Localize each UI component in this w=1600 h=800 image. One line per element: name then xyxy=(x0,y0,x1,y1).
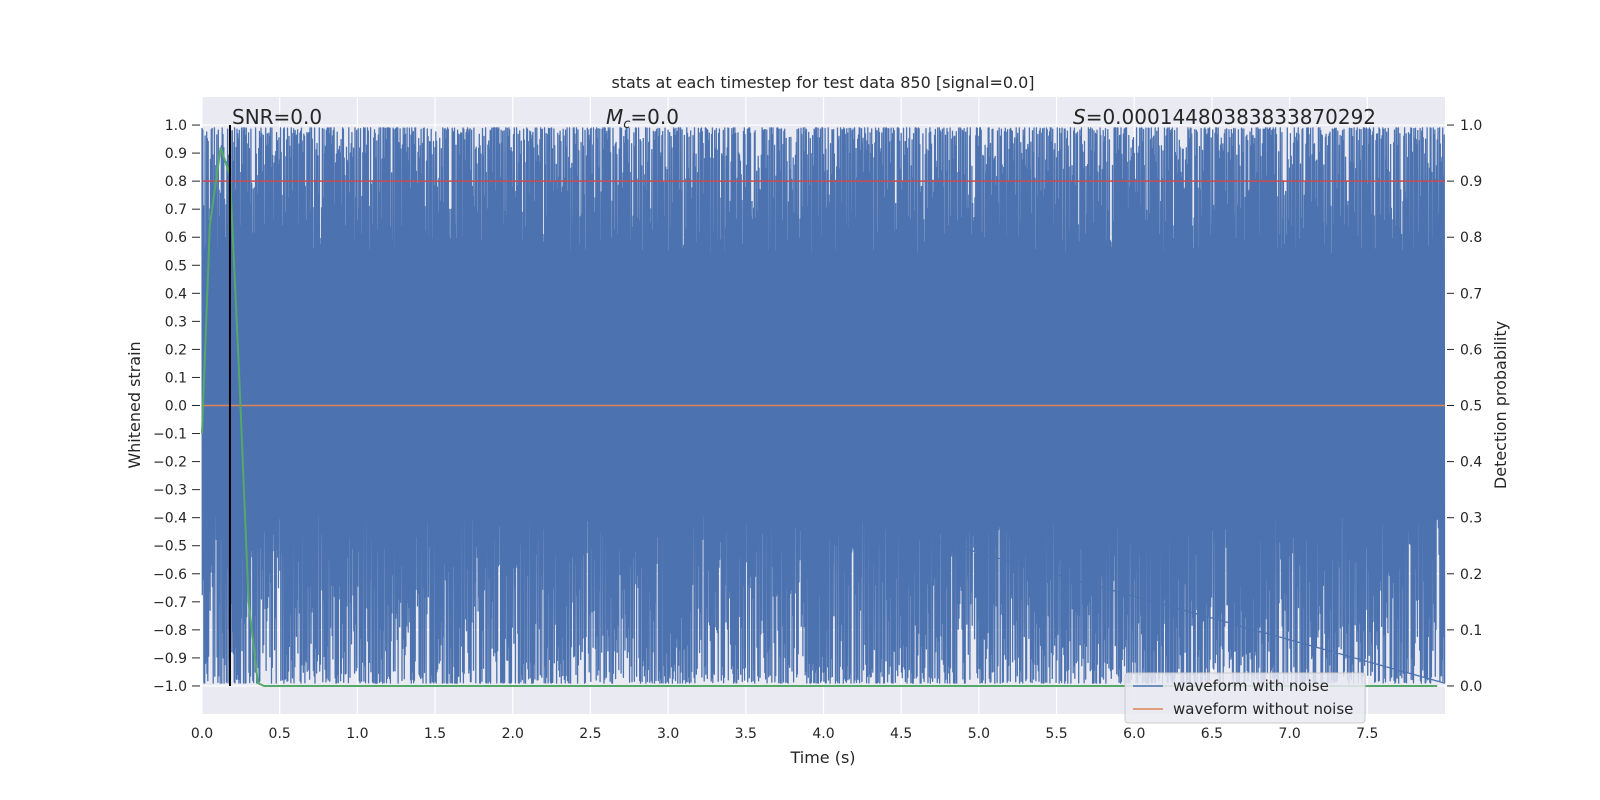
s-symbol: S xyxy=(1073,105,1086,129)
x-tick-label: 3.0 xyxy=(657,726,679,742)
x-tick-label: 5.5 xyxy=(1045,726,1067,742)
y2-tick-label: 1.0 xyxy=(1460,118,1482,134)
probability-series xyxy=(201,147,1438,687)
chirp-mass-value: =0.0 xyxy=(630,105,679,129)
x-tick-label: 2.5 xyxy=(579,726,601,742)
y2-tick-label: 0.8 xyxy=(1460,230,1482,246)
y-tick-label: 0.6 xyxy=(165,230,187,246)
y-axis-label: Whitened strain xyxy=(125,341,144,468)
noisy-waveform-line xyxy=(201,127,1446,684)
y-tick-label: 0.3 xyxy=(165,314,187,330)
x-tick-label: 6.5 xyxy=(1201,726,1223,742)
y-tick-label: 0.7 xyxy=(165,202,187,218)
y2-tick-label: 0.7 xyxy=(1460,286,1482,302)
chart-title: stats at each timestep for test data 850… xyxy=(611,73,1034,92)
y-tick-label: 0.4 xyxy=(165,286,187,302)
chirp-mass-subscript: c xyxy=(623,117,630,132)
y2-tick-label: 0.3 xyxy=(1460,511,1482,527)
snr-annotation: SNR=0.0 xyxy=(232,105,322,129)
y-tick-label: 0.8 xyxy=(165,174,187,190)
x-tick-label: 6.0 xyxy=(1123,726,1145,742)
y2-tick-label: 0.4 xyxy=(1460,455,1482,471)
legend: waveform with noise waveform without noi… xyxy=(1124,672,1366,724)
x-tick-label: 3.5 xyxy=(735,726,757,742)
y-tick-label: 0.9 xyxy=(165,146,187,162)
y2-tick-label: 0.2 xyxy=(1460,567,1482,583)
chirp-mass-annotation: Mc=0.0 xyxy=(606,105,679,132)
y2-tick-label: 0.5 xyxy=(1460,399,1482,415)
y-tick-label: −0.3 xyxy=(153,483,187,499)
y2-tick-label: 0.0 xyxy=(1460,679,1482,695)
y-tick-label: −0.4 xyxy=(153,511,187,527)
noisy-waveform-series xyxy=(201,127,1446,684)
y-tick-label: 0.1 xyxy=(165,370,187,386)
y2-axis-label: Detection probability xyxy=(1491,321,1510,489)
y-tick-label: −0.6 xyxy=(153,567,187,583)
chirp-mass-symbol: M xyxy=(606,105,623,129)
y-tick-label: −0.5 xyxy=(153,539,187,555)
s-value: =0.00014480383833870292 xyxy=(1086,105,1376,129)
legend-box xyxy=(1124,672,1366,724)
x-tick-label: 2.0 xyxy=(502,726,524,742)
right-axis-ticks: 1.0 0.9 0.8 0.7 0.6 0.5 0.4 0.3 0.2 0.1 0.0 xyxy=(1447,118,1482,695)
y-tick-label: −0.7 xyxy=(153,595,187,611)
x-axis-label: Time (s) xyxy=(789,748,855,767)
y-tick-label: −1.0 xyxy=(153,679,187,695)
y-tick-label: −0.2 xyxy=(153,455,187,471)
x-tick-label: 1.5 xyxy=(424,726,446,742)
y-tick-label: 0.2 xyxy=(165,342,187,358)
x-tick-label: 5.0 xyxy=(968,726,990,742)
x-tick-label: 0.5 xyxy=(269,726,291,742)
y2-tick-label: 0.6 xyxy=(1460,342,1482,358)
x-axis-ticks: 0.0 0.5 1.0 1.5 2.0 2.5 3.0 3.5 4.0 4.5 5.0 5.5 6.0 6… xyxy=(191,726,1379,742)
y2-tick-label: 0.1 xyxy=(1460,623,1482,639)
x-tick-label: 4.0 xyxy=(812,726,834,742)
y-tick-label: −0.9 xyxy=(153,651,187,667)
y2-tick-label: 0.9 xyxy=(1460,174,1482,190)
y-tick-label: 0.0 xyxy=(165,399,187,415)
x-tick-label: 0.0 xyxy=(191,726,213,742)
y-tick-label: −0.1 xyxy=(153,427,187,443)
y-tick-label: −0.8 xyxy=(153,623,187,639)
y-tick-label: 1.0 xyxy=(165,118,187,134)
x-tick-label: 1.0 xyxy=(346,726,368,742)
legend-label-noisy: waveform with noise xyxy=(1173,677,1329,695)
x-tick-label: 7.0 xyxy=(1278,726,1300,742)
left-axis-ticks: 1.0 0.9 0.8 0.7 0.6 0.5 0.4 0.3 0.2 0.1 0.0 −0.1 −0.… xyxy=(153,118,200,695)
s-annotation: S=0.00014480383833870292 xyxy=(1073,105,1376,129)
x-tick-label: 7.5 xyxy=(1356,726,1378,742)
y-tick-label: 0.5 xyxy=(165,258,187,274)
legend-label-clean: waveform without noise xyxy=(1173,700,1353,718)
x-tick-label: 4.5 xyxy=(890,726,912,742)
